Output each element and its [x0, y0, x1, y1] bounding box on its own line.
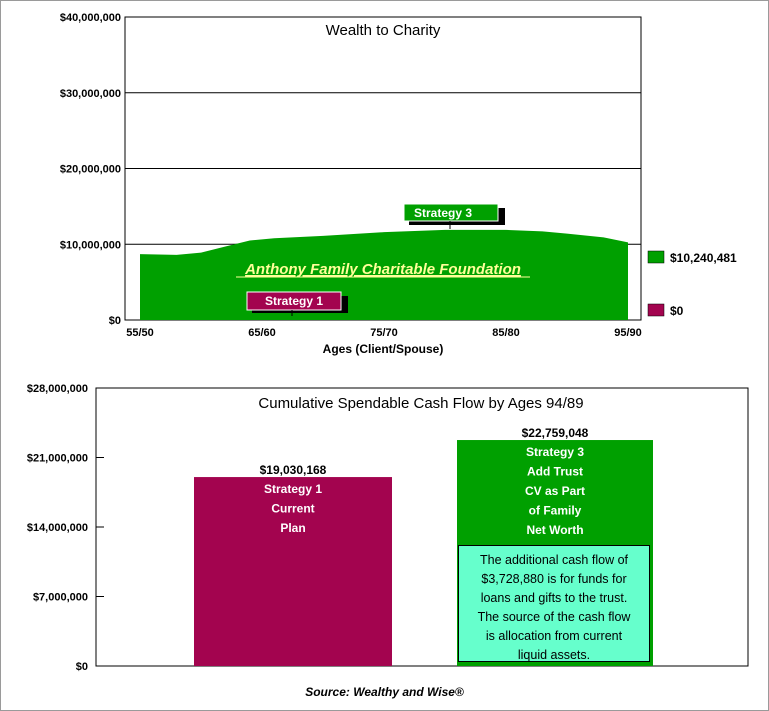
x-tick-label: 55/50: [126, 327, 154, 339]
note-line: The source of the cash flow: [477, 610, 631, 624]
area-label: Anthony Family Charitable Foundation: [244, 261, 521, 278]
top-y-ticks: $0 $10,000,000 $20,000,000 $30,000,000 $40,0…: [60, 12, 121, 327]
bottom-y-ticks: $0 $7,000,000 $14,000,000 $21,000,000 $28,00…: [27, 383, 104, 673]
legend: $10,240,481 $0: [647, 250, 737, 318]
x-tick-label: 75/70: [370, 327, 398, 339]
note-line: liquid assets.: [517, 648, 591, 662]
y-tick-label: $21,000,000: [27, 453, 88, 465]
top-x-axis-label: Ages (Client/Spouse): [323, 342, 444, 356]
y-tick-label: $28,000,000: [27, 383, 88, 395]
bar-value-label: $19,030,168: [260, 463, 327, 477]
y-tick-label: $0: [76, 661, 88, 673]
legend-label-maroon: $0: [670, 304, 684, 318]
y-tick-label: $20,000,000: [60, 164, 121, 176]
x-tick-label: 65/60: [248, 327, 276, 339]
y-tick-label: $14,000,000: [27, 522, 88, 534]
bar-text-line: of Family: [529, 504, 582, 518]
source-caption: Source: Wealthy and Wise®: [305, 685, 464, 699]
legend-swatch-green: [647, 250, 665, 264]
note-line: $3,728,880 is for funds for: [481, 572, 627, 586]
bar-text-line: Strategy 1: [264, 482, 322, 496]
note-line: The additional cash flow of: [479, 553, 628, 567]
callout-strategy-1-label: Strategy 1: [265, 294, 323, 308]
bar-text-line: Net Worth: [526, 523, 583, 537]
y-tick-label: $7,000,000: [33, 592, 88, 604]
legend-swatch-maroon: [647, 303, 665, 317]
bar-text-line: Plan: [280, 521, 305, 535]
y-tick-label: $10,000,000: [60, 239, 121, 251]
y-tick-label: $40,000,000: [60, 12, 121, 24]
note-box: The additional cash flow of $3,728,880 i…: [458, 545, 650, 662]
y-tick-label: $30,000,000: [60, 88, 121, 100]
y-tick-label: $0: [109, 315, 121, 327]
top-chart-title: Wealth to Charity: [326, 22, 441, 39]
bottom-chart-title: Cumulative Spendable Cash Flow by Ages 9…: [258, 395, 583, 412]
legend-label-green: $10,240,481: [670, 251, 737, 265]
callout-strategy-3: Strategy 3: [403, 203, 505, 229]
bar-value-label: $22,759,048: [522, 426, 589, 440]
note-line: is allocation from current: [485, 629, 623, 643]
bar-text-line: CV as Part: [525, 484, 585, 498]
x-tick-label: 95/90: [614, 327, 642, 339]
callout-strategy-1: Strategy 1: [246, 291, 348, 316]
callout-box: [246, 291, 342, 311]
top-x-ticks: 55/50 65/60 75/70 85/80 95/90: [126, 327, 642, 339]
top-chart: $0 $10,000,000 $20,000,000 $30,000,000 $40,0…: [60, 12, 737, 356]
callout-box: [403, 203, 499, 222]
x-tick-label: 85/80: [492, 327, 520, 339]
bar-text-line: Strategy 3: [526, 445, 584, 459]
bar-1: [194, 477, 392, 666]
note-line: loans and gifts to the trust.: [480, 591, 628, 605]
callout-strategy-3-label: Strategy 3: [414, 206, 472, 220]
bar-text-line: Add Trust: [527, 465, 583, 479]
bar-text-line: Current: [271, 502, 314, 516]
